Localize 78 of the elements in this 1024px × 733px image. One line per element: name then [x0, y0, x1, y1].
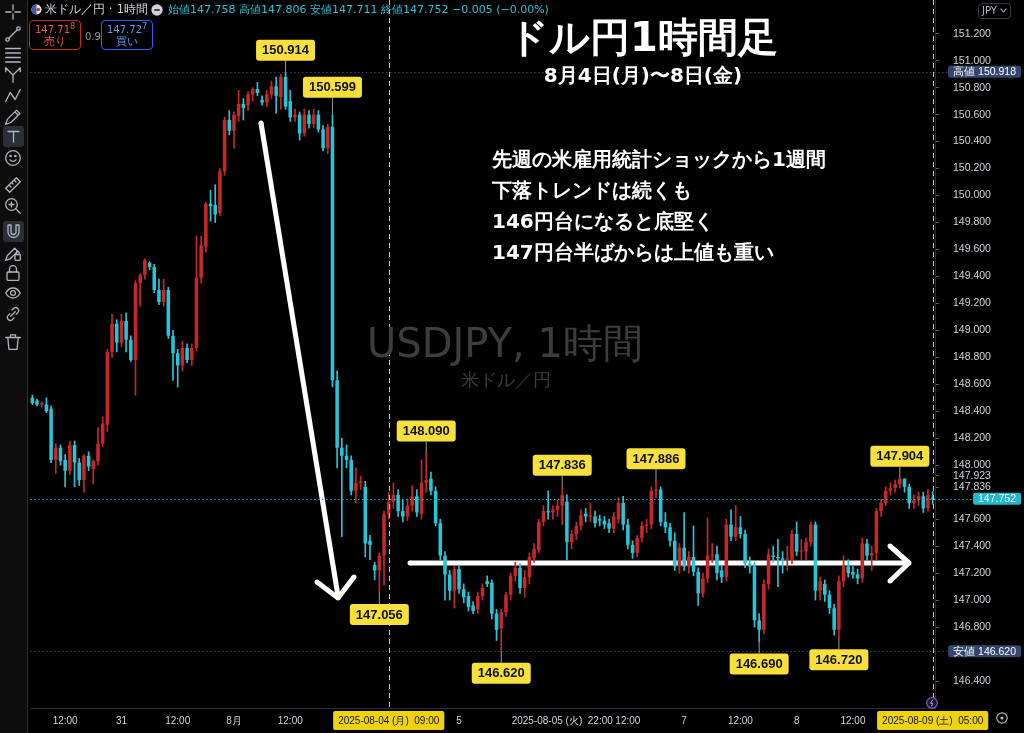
x-tick-label: 12:00 — [615, 714, 641, 726]
annotation: 146円台になると底堅く — [492, 209, 714, 233]
x-tick-label: 2025-08-05 (火) 22:00 — [511, 714, 614, 726]
x-tick-label: 7 — [681, 714, 688, 726]
annotation: 先週の米雇用統計ショックから1週間 — [492, 147, 826, 171]
chart-title: ドル円1時間足 — [508, 14, 778, 60]
currency-dropdown: JPY — [978, 3, 1011, 19]
annotation: 147.836 — [538, 457, 586, 473]
y-tick-label: 150.600 — [953, 107, 992, 120]
annotation: USDJPY, 1時間 — [367, 320, 643, 366]
ref-line-label: 安値 146.620 — [953, 644, 1017, 657]
y-tick-label: 147.923 — [953, 468, 992, 481]
x-tick-label: 12:00 — [165, 714, 191, 726]
y-tick-label: 150.000 — [953, 188, 992, 201]
y-tick-label: 148.800 — [953, 350, 992, 363]
x-tick-label: 12:00 — [277, 714, 304, 726]
x-tick-label: 5 — [456, 714, 463, 726]
annotation: 150.914 — [262, 42, 310, 58]
candlestick — [597, 514, 602, 527]
y-tick-label: 150.200 — [953, 161, 992, 174]
x-tick-label: 2025-08-09 (土) 05:00 — [882, 714, 984, 726]
y-tick-label: 150.400 — [953, 134, 992, 147]
y-tick-label: 148.600 — [953, 377, 992, 390]
y-tick-label: 149.800 — [953, 215, 992, 228]
annotation: 買い — [116, 34, 139, 49]
x-tick-label: 12:00 — [52, 714, 79, 726]
y-tick-label: 148.200 — [953, 431, 992, 444]
ref-line-label: 147.752 — [978, 492, 1017, 505]
candlestick — [340, 437, 344, 538]
y-tick-label: 149.200 — [953, 296, 992, 309]
candlestick — [710, 543, 715, 563]
x-tick-label: 8 — [793, 714, 800, 726]
x-tick-label: 12:00 — [840, 714, 866, 726]
y-tick-label: 147.836 — [953, 480, 992, 493]
ref-line-label: 高値 150.918 — [953, 65, 1017, 78]
y-tick-label: 146.800 — [953, 619, 992, 632]
text: 8月4日(月)〜8日(金) — [543, 63, 743, 87]
annotation: 146.620 — [477, 665, 525, 681]
candlestick — [138, 273, 142, 307]
y-tick-label: 151.000 — [953, 53, 992, 66]
x-tick-label: 31 — [115, 714, 128, 726]
annotation: 148.090 — [402, 423, 450, 439]
annotation: 0.9 — [85, 31, 101, 43]
candlestick — [213, 184, 217, 223]
sell-button: 147.71$^{8}$ 売り — [29, 20, 82, 51]
annotation: 米ドル／円 — [461, 369, 551, 391]
annotation: 150.599 — [308, 79, 356, 95]
candlestick — [912, 494, 916, 509]
annotation: 147.886 — [632, 450, 680, 466]
annotation: 米ドル／円 · 1時間 — [45, 2, 149, 17]
x-tick-label: 8月 — [226, 714, 242, 726]
candlestick — [354, 467, 358, 504]
annotation: 147.72$^{7}$ — [107, 21, 148, 36]
y-tick-label: 147.000 — [953, 593, 992, 605]
annotation: 147.056 — [355, 606, 403, 622]
y-tick-label: 146.400 — [953, 673, 992, 686]
y-tick-label: 147.200 — [953, 566, 992, 579]
x-tick-label: 2025-08-04 (月) 09:00 — [338, 714, 440, 726]
buy-button: 147.72$^{7}$ 買い — [101, 20, 154, 51]
annotation: 146.690 — [735, 656, 783, 671]
y-tick-label: 147.600 — [953, 512, 992, 525]
annotation: 売り — [44, 34, 67, 49]
y-tick-label: 149.600 — [953, 242, 992, 255]
y-tick-label: 148.400 — [953, 404, 992, 417]
y-tick-label: 149.400 — [953, 269, 992, 282]
x-tick-label: 12:00 — [727, 714, 754, 726]
y-tick-label: 149.000 — [953, 323, 992, 336]
annotation: 147.71$^{8}$ — [35, 21, 76, 36]
y-tick-label: 150.800 — [953, 80, 992, 93]
annotation: 147.904 — [876, 448, 925, 464]
candlestick — [869, 545, 874, 571]
y-tick-label: 148.000 — [953, 458, 992, 471]
annotation: 147円台半ばからは上値も重い — [492, 240, 774, 264]
annotation: 146.720 — [815, 651, 863, 667]
annotation: 始値147.758 高値147.806 安値147.711 終値147.752 −0.005 (−0.00%) — [168, 3, 549, 17]
y-tick-label: 147.400 — [953, 539, 992, 552]
y-tick-label: 151.200 — [953, 26, 992, 39]
annotation: 下落トレンドは続くも — [492, 178, 692, 202]
